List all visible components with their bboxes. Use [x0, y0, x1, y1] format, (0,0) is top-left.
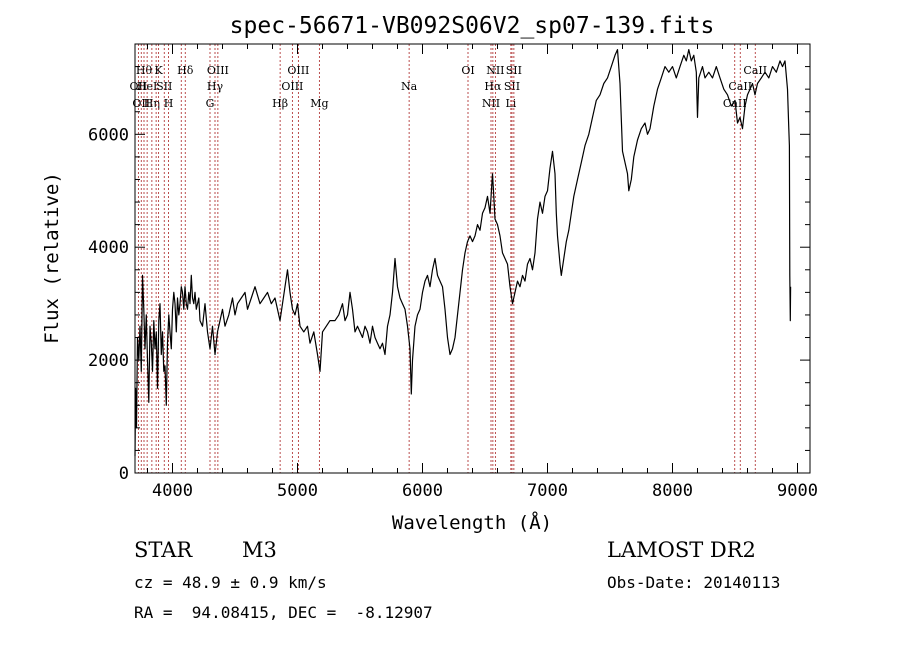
marker-label-15: OIII: [281, 80, 303, 93]
obs-date-text: Obs-Date: 20140113: [607, 573, 781, 592]
marker-label-17: Mg: [310, 97, 328, 110]
x-tick-label-7000: 7000: [527, 481, 568, 501]
y-tick-label-2000: 2000: [88, 351, 129, 371]
marker-label-3: HeI: [137, 80, 157, 93]
x-tick-label-9000: 9000: [777, 481, 818, 501]
marker-label-8: H: [164, 97, 174, 110]
marker-label-12: Hγ: [207, 80, 224, 93]
marker-label-2: Hθ: [136, 64, 153, 77]
marker-label-16: OIII: [287, 64, 309, 77]
marker-label-10: Hδ: [177, 64, 194, 77]
x-tick-label-8000: 8000: [652, 481, 693, 501]
marker-label-27: CaII: [728, 80, 752, 93]
marker-label-24: SII: [504, 80, 520, 93]
axes: 4000 5000 6000 7000 8000 9000 0 2000 4000 6000: [88, 43, 818, 501]
marker-label-23: Li: [505, 97, 516, 110]
marker-label-6: K: [155, 64, 164, 77]
marker-label-20: NII: [482, 97, 500, 110]
spectrum-line: [134, 48, 792, 457]
marker-label-19: OI: [461, 64, 474, 77]
marker-label-0: OII: [130, 80, 148, 93]
object-class: STAR: [134, 538, 193, 562]
y-tick-label-4000: 4000: [88, 238, 129, 258]
object-subclass: M3: [242, 538, 277, 562]
marker-label-4: Hη: [144, 97, 160, 110]
marker-label-25: SII: [506, 64, 522, 77]
marker-label-22: NII: [486, 64, 504, 77]
coordinates-text: RA = 94.08415, DEC = -8.12907: [134, 603, 433, 622]
redshift-text: cz = 48.9 ± 0.9 km/s: [134, 573, 327, 592]
line-markers: OII OII Hθ HeI Hη K SII H Hδ G Hγ OIII Hβ OIII OIII Mg N…: [130, 44, 767, 473]
chart-title: spec-56671-VB092S06V2_sp07-139.fits: [230, 13, 715, 39]
marker-label-28: CaII: [743, 64, 767, 77]
x-axis-label: Wavelength (Å): [392, 511, 552, 534]
marker-label-1: OII: [132, 97, 150, 110]
survey-label: LAMOST DR2: [607, 538, 756, 562]
y-tick-label-0: 0: [119, 464, 129, 484]
y-axis-label: Flux (relative): [41, 172, 63, 344]
spectrum-chart: spec-56671-VB092S06V2_sp07-139.fits Flux…: [41, 13, 818, 534]
marker-label-7: SII: [156, 80, 172, 93]
x-tick-label-4000: 4000: [152, 481, 193, 501]
x-tick-label-5000: 5000: [277, 481, 318, 501]
plot-frame: [134, 43, 811, 474]
marker-label-18: Na: [401, 80, 418, 93]
marker-label-11: G: [206, 97, 215, 110]
x-tick-label-6000: 6000: [402, 481, 443, 501]
spectrum-series: [134, 48, 792, 457]
y-tick-label-6000: 6000: [88, 125, 129, 145]
marker-label-21: Hα: [484, 80, 502, 93]
marker-label-13: OIII: [207, 64, 229, 77]
marker-label-14: Hβ: [272, 97, 288, 110]
